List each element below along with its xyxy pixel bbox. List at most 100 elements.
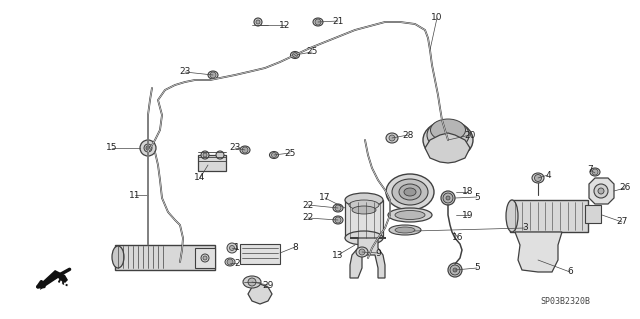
Bar: [585, 205, 601, 223]
Ellipse shape: [240, 146, 250, 154]
Circle shape: [359, 249, 365, 255]
Polygon shape: [40, 270, 68, 290]
Text: 23: 23: [229, 144, 241, 152]
Circle shape: [144, 144, 152, 152]
Ellipse shape: [532, 173, 544, 183]
Circle shape: [254, 18, 262, 26]
Circle shape: [146, 146, 150, 150]
Bar: [345, 200, 383, 238]
Ellipse shape: [225, 258, 235, 266]
Circle shape: [216, 151, 224, 159]
Circle shape: [389, 135, 395, 141]
Ellipse shape: [352, 206, 376, 214]
Text: 20: 20: [464, 130, 476, 139]
Bar: [115, 245, 215, 270]
Ellipse shape: [448, 263, 462, 277]
Text: 5: 5: [474, 192, 480, 202]
Ellipse shape: [345, 193, 383, 207]
Text: FR.: FR.: [49, 271, 71, 289]
Polygon shape: [425, 133, 470, 163]
Text: 3: 3: [522, 224, 528, 233]
Circle shape: [335, 205, 341, 211]
Circle shape: [453, 268, 457, 272]
Circle shape: [594, 184, 608, 198]
Bar: [240, 244, 280, 264]
Text: 18: 18: [462, 188, 474, 197]
Circle shape: [335, 217, 341, 223]
Ellipse shape: [441, 191, 455, 205]
Circle shape: [315, 19, 321, 25]
Circle shape: [446, 196, 450, 200]
Bar: [198, 155, 226, 171]
Text: 1: 1: [234, 243, 240, 253]
Ellipse shape: [395, 227, 415, 233]
Ellipse shape: [386, 174, 434, 210]
Text: 15: 15: [106, 144, 118, 152]
Circle shape: [450, 265, 460, 275]
Text: 29: 29: [262, 280, 274, 290]
Circle shape: [534, 174, 541, 182]
Circle shape: [227, 259, 233, 265]
Ellipse shape: [389, 225, 421, 235]
Circle shape: [271, 152, 276, 158]
Text: 12: 12: [279, 20, 291, 29]
Circle shape: [592, 169, 598, 175]
Text: 7: 7: [587, 166, 593, 174]
Ellipse shape: [345, 231, 383, 245]
Text: 21: 21: [332, 17, 344, 26]
Ellipse shape: [208, 71, 218, 79]
Text: 6: 6: [567, 268, 573, 277]
Polygon shape: [248, 284, 272, 304]
Text: 14: 14: [195, 174, 205, 182]
Ellipse shape: [388, 208, 432, 222]
Text: 23: 23: [179, 68, 191, 77]
Ellipse shape: [431, 119, 465, 141]
Ellipse shape: [386, 133, 398, 143]
Circle shape: [443, 193, 453, 203]
Bar: [510, 200, 588, 232]
Text: SP03B2320B: SP03B2320B: [540, 298, 590, 307]
Text: 2: 2: [234, 258, 240, 268]
Ellipse shape: [506, 200, 518, 232]
Ellipse shape: [590, 168, 600, 176]
Circle shape: [201, 151, 209, 159]
Circle shape: [140, 140, 156, 156]
Text: 28: 28: [403, 130, 413, 139]
Ellipse shape: [395, 211, 425, 219]
Text: 25: 25: [307, 48, 317, 56]
Circle shape: [292, 53, 298, 57]
Circle shape: [203, 153, 207, 157]
Circle shape: [203, 256, 207, 260]
Text: 8: 8: [292, 242, 298, 251]
Circle shape: [210, 72, 216, 78]
Text: 22: 22: [302, 213, 314, 222]
Text: 17: 17: [319, 194, 331, 203]
Circle shape: [227, 243, 237, 253]
Text: 5: 5: [474, 263, 480, 272]
Circle shape: [248, 278, 256, 286]
Text: 11: 11: [129, 190, 141, 199]
Ellipse shape: [269, 152, 278, 159]
Ellipse shape: [427, 120, 469, 150]
Text: 19: 19: [462, 211, 474, 219]
Text: 22: 22: [302, 201, 314, 210]
Circle shape: [242, 147, 248, 153]
Text: 13: 13: [332, 250, 344, 259]
Text: 26: 26: [620, 183, 630, 192]
Ellipse shape: [392, 179, 428, 205]
Ellipse shape: [349, 200, 379, 210]
Ellipse shape: [423, 121, 473, 159]
Circle shape: [201, 254, 209, 262]
Circle shape: [598, 188, 604, 194]
Text: 16: 16: [452, 234, 464, 242]
Text: 27: 27: [616, 218, 628, 226]
Polygon shape: [515, 232, 562, 272]
Circle shape: [256, 20, 260, 24]
Ellipse shape: [112, 246, 124, 268]
Ellipse shape: [399, 184, 421, 200]
Circle shape: [230, 246, 234, 250]
Ellipse shape: [333, 216, 343, 224]
Ellipse shape: [243, 276, 261, 288]
Bar: [195, 248, 215, 268]
Ellipse shape: [404, 188, 416, 196]
